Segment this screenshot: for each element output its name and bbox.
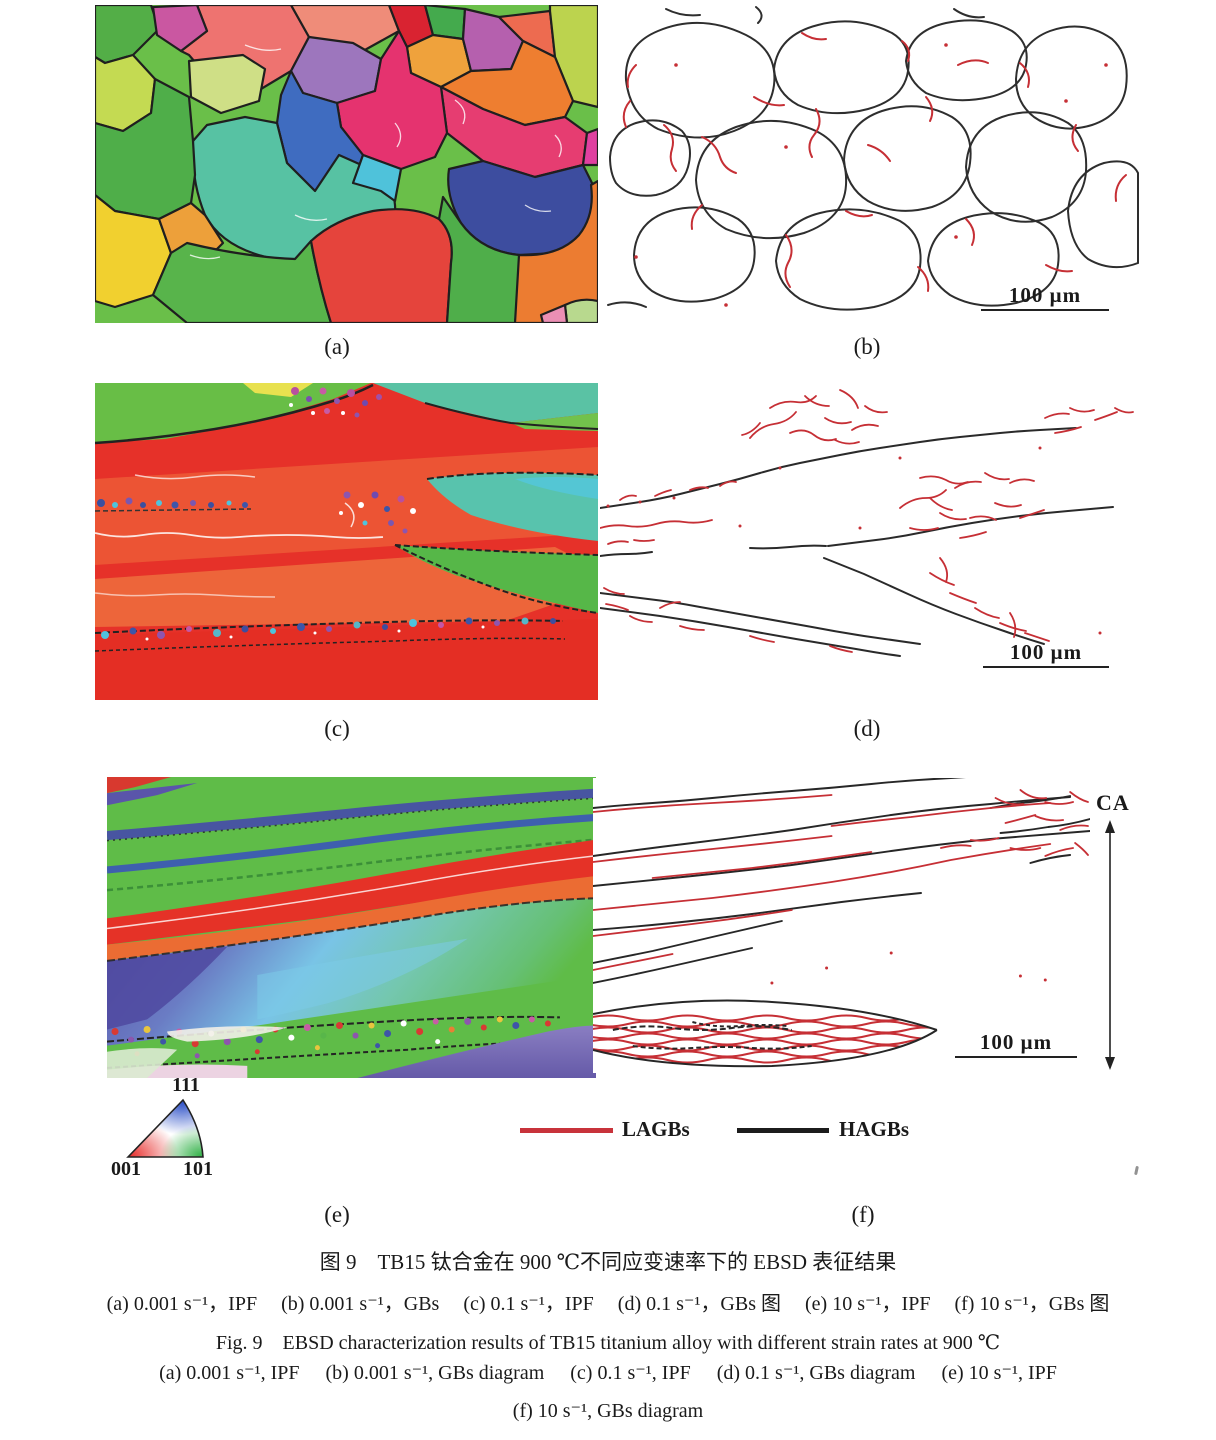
- lagbs-label: LAGBs: [622, 1117, 690, 1141]
- compression-axis-label: CA: [1096, 790, 1130, 815]
- caption-en-subitems: (a) 0.001 s⁻¹, IPF (b) 0.001 s⁻¹, GBs di…: [0, 1360, 1216, 1385]
- hagbs-label: HAGBs: [839, 1117, 910, 1141]
- ipf-key-101-label: 101: [183, 1158, 213, 1180]
- hagbs-line-swatch: [737, 1128, 829, 1133]
- ipf-e-graphic: [107, 777, 596, 1078]
- caption-en-item-d: (d) 0.1 s⁻¹, GBs diagram: [716, 1362, 916, 1384]
- scale-bar-f: 100 μm: [955, 1030, 1077, 1058]
- caption-zh-item-b: (b) 0.001 s⁻¹，GBs: [281, 1293, 440, 1315]
- gbs-f-graphic: [593, 778, 1090, 1073]
- ipf-c-graphic: [95, 383, 598, 700]
- scale-bar-f-line: [955, 1056, 1077, 1058]
- scale-bar-d: 100 μm: [983, 640, 1109, 668]
- panel-d-label: (d): [853, 716, 881, 741]
- scale-bar-f-text: 100 μm: [979, 1030, 1053, 1054]
- caption-en-item-e: (e) 10 s⁻¹, IPF: [941, 1362, 1057, 1384]
- scale-bar-b-text: 100 μm: [1008, 283, 1082, 307]
- caption-en-item-b: (b) 0.001 s⁻¹, GBs diagram: [325, 1362, 545, 1384]
- lagbs-line-swatch: [520, 1128, 613, 1133]
- panel-c-label: (c): [324, 716, 350, 741]
- panel-f-gbs-map: 100 μm: [593, 778, 1090, 1073]
- panel-b-gbs-map: 100 μm: [606, 5, 1140, 327]
- panel-c-ipf-map: [95, 383, 598, 700]
- ipf-color-key-triangle: [126, 1098, 204, 1158]
- caption-zh-item-e: (e) 10 s⁻¹，IPF: [805, 1293, 931, 1315]
- scale-bar-b: 100 μm: [981, 283, 1109, 311]
- caption-en-item-a: (a) 0.001 s⁻¹, IPF: [159, 1362, 300, 1384]
- panel-f-label: (f): [851, 1202, 875, 1227]
- panel-e-ipf-map: [107, 777, 596, 1078]
- speckle-band-bottom: [111, 1016, 551, 1059]
- scale-bar-d-text: 100 μm: [1009, 640, 1083, 664]
- caption-zh-item-a: (a) 0.001 s⁻¹，IPF: [106, 1293, 258, 1315]
- caption-en-item-f: (f) 10 s⁻¹, GBs diagram: [512, 1400, 704, 1422]
- ipf-a-graphic: [95, 5, 598, 323]
- caption-en-item-c: (c) 0.1 s⁻¹, IPF: [570, 1362, 691, 1384]
- caption-zh-title: 图 9 TB15 钛合金在 900 ℃不同应变速率下的 EBSD 表征结果: [319, 1250, 897, 1274]
- panel-a-label: (a): [324, 334, 350, 359]
- scale-bar-d-line: [983, 666, 1109, 668]
- caption-zh-item-c: (c) 0.1 s⁻¹，IPF: [463, 1293, 594, 1315]
- panel-a-ipf-map: [95, 5, 598, 323]
- gbs-d-graphic: [600, 378, 1138, 678]
- panel-d-gbs-map: 100 μm: [600, 378, 1138, 678]
- scale-bar-b-line: [981, 309, 1109, 311]
- panel-e-label: (e): [324, 1202, 350, 1227]
- speckle-stripe-left: [97, 497, 248, 509]
- caption-en-title: Fig. 9 EBSD characterization results of …: [215, 1332, 1001, 1354]
- caption-zh-item-f: (f) 10 s⁻¹，GBs 图: [954, 1293, 1110, 1315]
- caption-zh-subitems: (a) 0.001 s⁻¹，IPF (b) 0.001 s⁻¹，GBs (c) …: [0, 1287, 1216, 1316]
- caption-zh-item-d: (d) 0.1 s⁻¹，GBs 图: [617, 1293, 782, 1315]
- ipf-key-111-label: 111: [172, 1074, 200, 1096]
- speckle-cluster-top: [289, 387, 382, 418]
- panel-b-label: (b): [853, 334, 881, 359]
- ipf-key-001-label: 001: [111, 1158, 141, 1180]
- speckle-cluster-center: [339, 491, 416, 534]
- stray-mark: [1134, 1165, 1139, 1176]
- speckle-stripe-bottom: [101, 617, 556, 641]
- compression-axis-arrow: [1105, 820, 1115, 1070]
- gbs-b-graphic: [606, 5, 1140, 327]
